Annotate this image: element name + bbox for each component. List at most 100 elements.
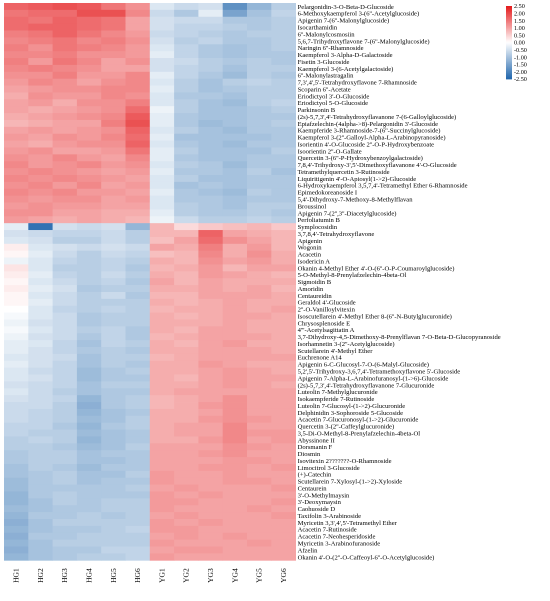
heatmap-cell [101,3,126,11]
heatmap-cell [28,9,53,18]
heatmap-cell [4,298,29,307]
heatmap-cell [198,429,224,437]
heatmap-cell [125,147,151,155]
heatmap-cell [247,429,272,437]
heatmap-cell [76,388,102,396]
heatmap-cell [174,463,199,472]
heatmap-cell [174,553,199,561]
heatmap-cell [222,271,248,279]
heatmap-cell [125,23,151,31]
heatmap-cell [198,463,224,472]
heatmap-cell [198,140,224,148]
heatmap-cell [222,539,248,547]
heatmap-cell [52,243,78,252]
heatmap-cell [76,470,102,479]
heatmap-cell [28,367,53,375]
heatmap-cell [247,147,272,155]
legend-swatch [506,38,512,41]
heatmap-cell [4,168,29,176]
heatmap-cell [76,408,102,417]
heatmap-cell [52,312,78,320]
heatmap-cell [101,113,126,121]
heatmap-cell [271,37,296,45]
heatmap-cell [149,147,175,155]
heatmap-cell [174,58,199,66]
heatmap-cell [149,223,175,231]
heatmap-cell [174,278,199,286]
heatmap-cell [222,209,248,217]
row-label: Diosmin [298,451,321,458]
heatmap-cell [4,278,29,286]
heatmap-cell [4,525,29,534]
row-label: Apigenin [298,238,323,245]
heatmap-cell [149,498,175,506]
heatmap-cell [125,236,151,245]
legend-swatch [506,16,512,19]
heatmap-cell [101,216,126,224]
heatmap-cell [198,340,224,348]
heatmap-cell [247,64,272,73]
heatmap-cell [247,463,272,472]
heatmap-cell [28,285,53,293]
heatmap-cell [28,30,53,38]
heatmap-cell [149,353,175,362]
heatmap-cell [4,140,29,148]
heatmap-cell [101,429,126,437]
row-label: Wogonin [298,245,323,252]
heatmap-cell [28,85,53,93]
heatmap-cell [76,326,102,334]
legend-tick-label: -1.00 [514,54,527,61]
heatmap-cell [76,37,102,45]
heatmap-cell [125,99,151,107]
heatmap-cell [149,195,175,203]
legend-tick-label: -1.50 [514,62,527,69]
heatmap-cell [271,195,296,203]
heatmap-cell [28,505,53,513]
heatmap-cell [76,3,102,11]
heatmap-cell [28,353,53,362]
heatmap-cell [4,154,29,162]
row-label: Myricetin 3,3',4',5'-Tetramethyl Ether [298,520,398,527]
heatmap-cell [76,305,102,313]
heatmap-cell [198,126,224,135]
heatmap-cell [198,216,224,224]
heatmap-cell [125,202,151,210]
heatmap-cell [4,402,29,410]
heatmap-cell [125,243,151,252]
heatmap-cell [222,291,248,300]
heatmap-cell [76,106,102,114]
legend-tick-label: -2.00 [514,69,527,76]
heatmap-cell [28,223,53,231]
heatmap-cell [198,3,224,11]
row-label: Fisetin 3-Glucoside [298,59,350,66]
heatmap-cell [76,154,102,162]
heatmap-cell [174,429,199,437]
legend-swatch [506,23,512,25]
heatmap-cell [28,429,53,437]
heatmap-cell [149,64,175,73]
heatmap-cell [271,340,296,348]
heatmap-cell [28,443,53,451]
heatmap-cell [28,216,53,224]
heatmap-cell [52,429,78,437]
heatmap-cell [125,250,151,258]
heatmap-cell [101,463,126,472]
heatmap-cell [198,58,224,66]
column-label: HG6 [133,568,142,583]
heatmap-cell [101,415,126,424]
heatmap-cell [76,147,102,155]
heatmap-cell [101,71,126,80]
heatmap-cell [52,51,78,59]
heatmap-cell [101,16,126,25]
heatmap-cell [247,181,272,190]
legend-swatch [506,18,512,20]
heatmap-cell [198,147,224,155]
heatmap-cell [28,119,53,128]
heatmap-cell [76,16,102,25]
heatmap-cell [271,9,296,18]
heatmap-cell [76,243,102,252]
heatmap-cell [4,484,29,492]
heatmap-cell [198,106,224,114]
legend-swatch [506,40,512,42]
heatmap-cell [101,333,126,341]
